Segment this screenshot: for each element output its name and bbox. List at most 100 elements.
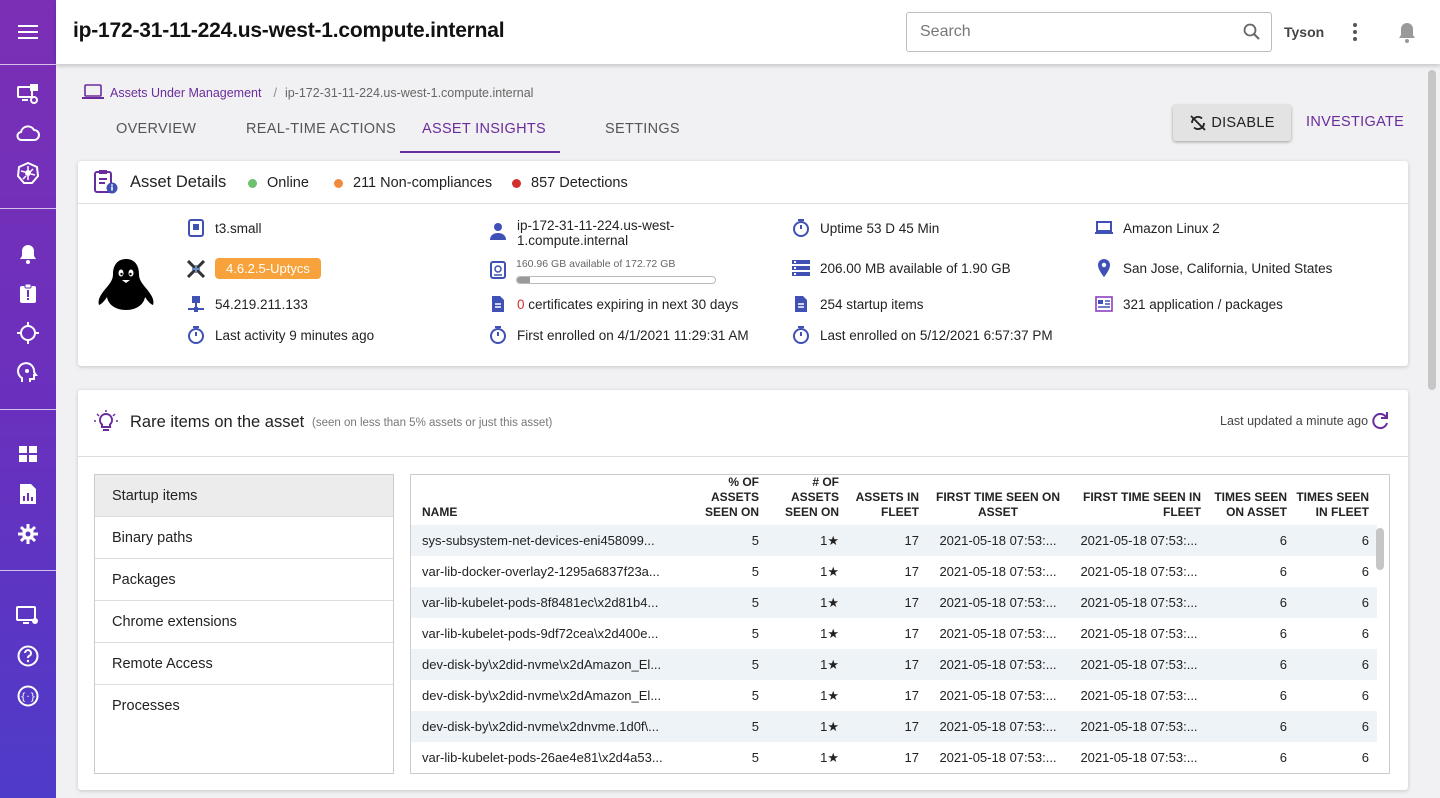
table-row[interactable]: dev-disk-by\x2did-nvme\x2dnvme.1d0f\... 5… [411, 711, 1377, 742]
cell-times-asset: 6 [1279, 750, 1287, 765]
tab-asset-insights[interactable]: ASSET INSIGHTS [422, 121, 546, 137]
table-row[interactable]: var-lib-kubelet-pods-8f8481ec\x2d81b4...… [411, 587, 1377, 618]
col-pct-assets-seen-on[interactable]: % OF ASSETS SEEN ON [704, 475, 759, 519]
col-times-seen-in-fleet[interactable]: TIMES SEEN IN FLEET [1296, 490, 1369, 519]
disk-usage-bar [516, 276, 716, 284]
search-input[interactable] [920, 23, 1220, 41]
os-value: Amazon Linux 2 [1123, 220, 1220, 236]
cell-first-seen-fleet: 2021-05-18 07:53:... [1080, 750, 1198, 765]
cloud-icon[interactable] [0, 113, 56, 153]
more-vert-icon[interactable] [1352, 20, 1358, 49]
category-binary-paths[interactable]: Binary paths [95, 517, 393, 559]
cell-first-seen-asset: 2021-05-18 07:53:... [927, 587, 1069, 618]
col-first-seen-in-fleet[interactable]: FIRST TIME SEEN IN FLEET [1082, 490, 1201, 519]
timer-icon [792, 219, 810, 237]
rare-items-title: Rare items on the asset [130, 413, 305, 431]
clipboard-alert-icon[interactable] [0, 273, 56, 313]
hostname-line1: ip-172-31-11-224.us-west- [517, 218, 675, 233]
last-enrolled-field: Last enrolled on 5/12/2021 6:57:37 PM [792, 326, 1053, 344]
sidebar-divider [0, 208, 56, 209]
cell-assets-in-fleet: 17 [904, 564, 919, 579]
location-value: San Jose, California, United States [1123, 260, 1333, 276]
uptime-value: Uptime 53 D 45 Min [820, 220, 940, 236]
network-icon [187, 295, 205, 313]
kubernetes-icon[interactable] [0, 153, 56, 193]
last-activity-value: Last activity 9 minutes ago [215, 327, 375, 343]
crosshair-icon[interactable] [0, 313, 56, 353]
table-row[interactable]: sys-subsystem-net-devices-eni458099... 5 1… [411, 525, 1377, 556]
bell-icon[interactable] [0, 234, 56, 274]
dashboard-icon[interactable] [0, 434, 56, 474]
certs-count: 0 [517, 296, 525, 312]
status-detections[interactable]: 857 Detections [512, 175, 628, 191]
noncompliance-dot [334, 178, 343, 188]
instance-type-value: t3.small [215, 220, 262, 236]
cell-first-seen-fleet: 2021-05-18 07:53:... [1080, 626, 1198, 641]
table-row[interactable]: var-lib-kubelet-pods-9df72cea\x2d400e...… [411, 618, 1377, 649]
location-pin-icon [1095, 259, 1113, 277]
agent-version-badge: 4.6.2.5-Uptycs [215, 258, 321, 279]
category-chrome-extensions[interactable]: Chrome extensions [95, 601, 393, 643]
gear-icon[interactable] [0, 514, 56, 554]
investigate-button[interactable]: INVESTIGATE [1306, 114, 1405, 130]
cell-first-seen-fleet: 2021-05-18 07:53:... [1080, 564, 1198, 579]
cell-name: sys-subsystem-net-devices-eni458099... [411, 525, 701, 556]
tab-overview[interactable]: OVERVIEW [116, 121, 197, 137]
cell-first-seen-fleet: 2021-05-18 07:53:... [1069, 587, 1209, 618]
cell-num-assets: 1★ [820, 563, 839, 579]
cell-pct-assets: 5 [701, 711, 767, 742]
help-icon[interactable] [0, 636, 56, 676]
category-processes[interactable]: Processes [112, 698, 180, 714]
report-icon[interactable] [0, 474, 56, 514]
breadcrumb-assets-link[interactable]: Assets Under Management [110, 86, 262, 100]
col-name[interactable]: NAME [422, 505, 458, 519]
breadcrumb-separator: / [273, 86, 277, 100]
notifications-bell-icon[interactable] [1397, 20, 1417, 49]
table-row[interactable]: dev-disk-by\x2did-nvme\x2dAmazon_El... 5 1… [411, 680, 1377, 711]
cell-times-asset: 6 [1209, 711, 1295, 742]
brain-icon[interactable] [0, 353, 56, 393]
page-scrollbar[interactable] [1428, 70, 1436, 390]
category-remote-access[interactable]: Remote Access [95, 643, 393, 685]
status-noncompliance-label: 211 Non-compliances [353, 175, 493, 191]
col-first-seen-on-asset[interactable]: FIRST TIME SEEN ON ASSET [935, 490, 1060, 519]
card-divider [78, 456, 1408, 457]
menu-icon[interactable] [0, 12, 56, 52]
cell-num-assets: 1★ [820, 749, 839, 765]
category-startup-items[interactable]: Startup items [95, 475, 393, 517]
search-box[interactable] [906, 12, 1272, 52]
chip-icon [187, 219, 205, 237]
col-num-assets-seen-on[interactable]: # OF ASSETS SEEN ON [784, 475, 839, 519]
status-noncompliance[interactable]: 211 Non-compliances [334, 175, 492, 191]
agent-version-field: 4.6.2.5-Uptycs [187, 258, 321, 279]
category-packages[interactable]: Packages [95, 559, 393, 601]
lightbulb-icon [94, 410, 118, 439]
cell-first-seen-fleet: 2021-05-18 07:53:... [1069, 649, 1209, 680]
monitor-gear-icon[interactable] [0, 596, 56, 636]
col-assets-in-fleet[interactable]: ASSETS IN FLEET [855, 490, 919, 519]
table-row[interactable]: var-lib-kubelet-pods-26ae4e81\x2d4a53...… [411, 742, 1377, 773]
user-name[interactable]: Tyson [1284, 24, 1325, 40]
cell-num-assets: 1★ [767, 587, 847, 618]
search-icon[interactable] [1243, 23, 1261, 46]
category-list: Startup items Binary paths Packages Chro… [94, 474, 394, 774]
disable-button[interactable]: DISABLE [1173, 105, 1291, 141]
cell-name: var-lib-docker-overlay2-1295a6837f23a... [422, 564, 660, 579]
cell-assets-in-fleet: 17 [904, 750, 919, 765]
cell-times-asset: 6 [1209, 587, 1295, 618]
cell-assets-in-fleet: 17 [904, 688, 919, 703]
tab-real-time-actions[interactable]: REAL-TIME ACTIONS [246, 121, 397, 137]
api-icon[interactable]: {·} [0, 676, 56, 716]
instance-type-field: t3.small [187, 219, 262, 237]
uptycs-logo-icon [187, 259, 205, 278]
tab-settings[interactable]: SETTINGS [605, 121, 680, 137]
refresh-icon[interactable] [1370, 410, 1390, 437]
table-scrollbar[interactable] [1376, 528, 1384, 570]
cell-name: dev-disk-by\x2did-nvme\x2dAmazon_El... [411, 649, 701, 680]
table-row[interactable]: dev-disk-by\x2did-nvme\x2dAmazon_El... 5 1… [411, 649, 1377, 680]
asset-details-title: Asset Details [130, 173, 227, 191]
sidebar-divider [0, 64, 56, 65]
col-times-seen-on-asset[interactable]: TIMES SEEN ON ASSET [1214, 490, 1287, 519]
table-row[interactable]: var-lib-docker-overlay2-1295a6837f23a...… [411, 556, 1377, 587]
desktop-network-icon[interactable] [0, 74, 56, 114]
